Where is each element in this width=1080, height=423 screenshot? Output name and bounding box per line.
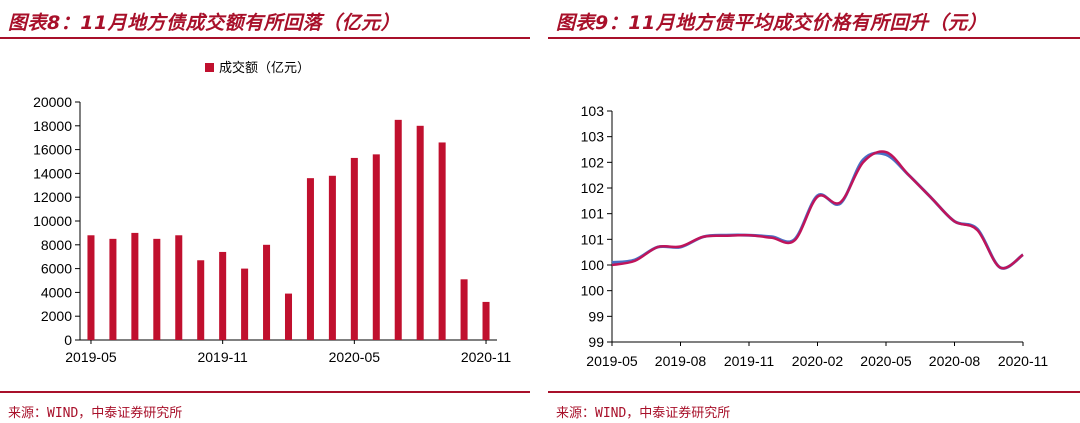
line-series-a bbox=[611, 151, 1024, 270]
bar-2020-02 bbox=[284, 293, 293, 340]
line-y-tick-label: 101 bbox=[581, 231, 605, 247]
legend-swatch bbox=[205, 63, 214, 72]
left-chart-panel: 图表8：11月地方债成交额有所回落（亿元） 0 2000 4000 6000 8000 1… bbox=[0, 0, 530, 423]
line-x-tick-label: 2020-08 bbox=[929, 353, 981, 369]
bar-2020-10 bbox=[460, 279, 468, 340]
legend-label: 成交额（亿元） bbox=[219, 60, 310, 76]
bar-2020-11 bbox=[482, 301, 490, 340]
line-y-tick-label: 103 bbox=[581, 129, 605, 145]
bar-y-tick-label: 10000 bbox=[33, 213, 72, 229]
bar-chart: 0 2000 4000 6000 8000 10000 12000 14000 16000 180… bbox=[33, 60, 512, 365]
line-x-tick-label: 2020-02 bbox=[792, 353, 844, 369]
bar-x-tick-label: 2019-11 bbox=[197, 349, 248, 365]
bar-y-tick-label: 2000 bbox=[41, 308, 72, 324]
bar-2019-08 bbox=[153, 238, 161, 340]
bar-y-tick-label: 6000 bbox=[41, 261, 72, 277]
line-x-tick-label: 2020-11 bbox=[998, 353, 1049, 369]
bar-y-tick-label: 4000 bbox=[41, 284, 72, 300]
bar-2020-06 bbox=[372, 154, 380, 340]
bar-2019-05 bbox=[87, 235, 95, 340]
right-chart-panel: 图表9：11月地方债平均成交价格有所回升（元） 99 99 100 100 101 101… bbox=[548, 0, 1080, 423]
bar-2020-01 bbox=[263, 244, 271, 340]
bar-2020-09 bbox=[438, 142, 446, 340]
bar-y-tick-label: 20000 bbox=[33, 94, 72, 110]
line-x-tick-label: 2020-05 bbox=[860, 353, 912, 369]
bar-2020-08 bbox=[416, 125, 424, 340]
left-source-rule bbox=[0, 391, 530, 393]
line-y-tick-label: 102 bbox=[581, 180, 605, 196]
bar-x-tick-label: 2020-11 bbox=[461, 349, 512, 365]
bar-2020-07 bbox=[394, 119, 402, 340]
bar-2019-06 bbox=[109, 238, 117, 340]
line-y-tick-label: 100 bbox=[581, 283, 605, 299]
bar-2019-09 bbox=[175, 235, 183, 340]
left-title-rule bbox=[0, 37, 530, 39]
bar-x-tick-label: 2020-05 bbox=[329, 349, 381, 365]
line-y-tick-label: 102 bbox=[581, 154, 605, 170]
right-source-rule bbox=[548, 391, 1080, 393]
line-y-tick-label: 101 bbox=[581, 206, 605, 222]
line-chart: 99 99 100 100 101 101 102 102 103 103 2019-05 2019-… bbox=[581, 103, 1049, 369]
left-source: 来源：WIND，中泰证券研究所 bbox=[8, 406, 183, 421]
bar-y-tick-label: 0 bbox=[64, 332, 72, 348]
line-x-tick-label: 2019-08 bbox=[655, 353, 707, 369]
line-y-tick-label: 99 bbox=[588, 334, 604, 350]
bar-2019-11 bbox=[219, 251, 227, 340]
right-chart-title: 图表9：11月地方债平均成交价格有所回升（元） bbox=[556, 12, 988, 34]
bar-y-tick-label: 16000 bbox=[33, 142, 72, 158]
right-source: 来源：WIND，中泰证券研究所 bbox=[556, 406, 731, 421]
line-y-tick-label: 100 bbox=[581, 257, 605, 273]
bar-2019-12 bbox=[241, 268, 249, 340]
right-title-rule bbox=[548, 37, 1080, 39]
line-y-tick-label: 99 bbox=[588, 308, 604, 324]
bar-x-tick-label: 2019-05 bbox=[65, 349, 117, 365]
line-series-b bbox=[611, 150, 1024, 270]
line-x-tick-label: 2019-11 bbox=[724, 353, 775, 369]
bar-y-tick-label: 12000 bbox=[33, 189, 72, 205]
bar-2020-05 bbox=[350, 157, 358, 340]
bar-2019-10 bbox=[197, 260, 205, 340]
bar-y-tick-label: 8000 bbox=[41, 237, 72, 253]
bar-2020-03 bbox=[306, 178, 314, 340]
bar-2019-07 bbox=[131, 232, 139, 340]
line-x-tick-label: 2019-05 bbox=[586, 353, 638, 369]
bar-y-tick-label: 18000 bbox=[33, 118, 72, 134]
bar-y-tick-label: 14000 bbox=[33, 165, 72, 181]
left-chart-title: 图表8：11月地方债成交额有所回落（亿元） bbox=[8, 12, 401, 34]
line-y-tick-label: 103 bbox=[581, 103, 605, 119]
bar-2020-04 bbox=[328, 175, 336, 340]
